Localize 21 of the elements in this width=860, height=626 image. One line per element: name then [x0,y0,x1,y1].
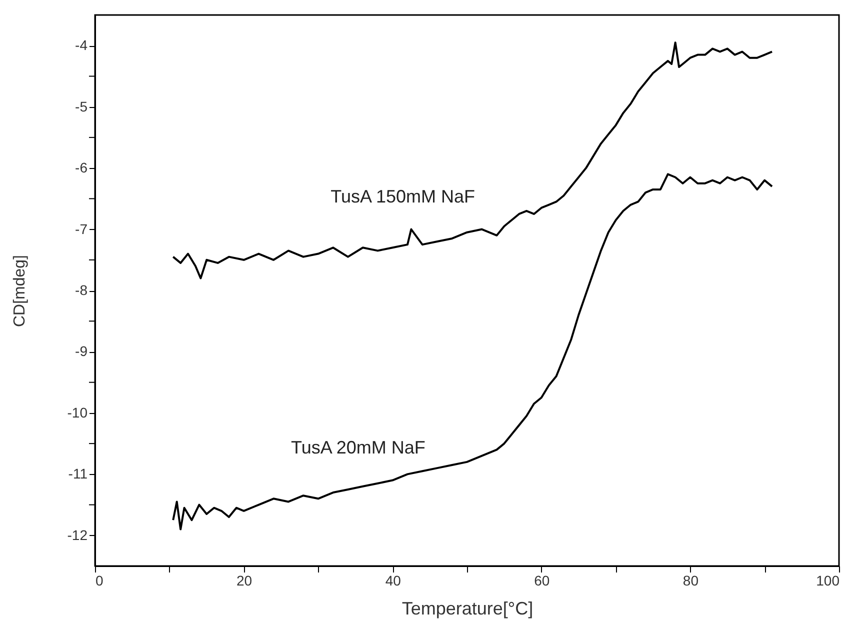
x-tick-label: 60 [534,572,550,588]
line-series [172,173,774,530]
x-tick-label: 0 [96,572,104,588]
x-tick-label: 80 [682,572,699,588]
x-tick-label: 20 [236,572,252,588]
y-tick-label: -4 [75,37,88,54]
y-tick-label: -9 [75,343,88,360]
series-label: TusA 20mM NaF [291,438,426,458]
y-tick-label: -8 [75,282,88,298]
x-tick-label: 100 [816,572,840,588]
series-label: TusA 150mM NaF [330,186,476,207]
line-series [172,42,774,280]
y-tick-label: -6 [75,160,88,176]
y-tick-label: -7 [75,220,88,237]
x-axis-title: Temperature[°C] [402,598,534,618]
y-tick-label: -10 [67,404,88,420]
y-tick-label: -5 [75,98,88,114]
y-axis-title: CD[mdeg] [11,254,28,328]
y-tick-label: -11 [68,466,88,482]
y-tick-label: -12 [67,526,88,543]
x-tick-label: 40 [385,572,402,588]
